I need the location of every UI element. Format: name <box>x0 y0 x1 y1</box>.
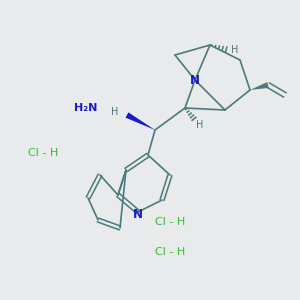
Polygon shape <box>250 82 269 90</box>
Polygon shape <box>126 112 155 130</box>
Text: H: H <box>111 107 119 117</box>
Text: Cl - H: Cl - H <box>155 247 185 257</box>
Text: Cl - H: Cl - H <box>28 148 58 158</box>
Text: N: N <box>190 74 200 86</box>
Text: H₂N: H₂N <box>74 103 97 113</box>
Text: Cl - H: Cl - H <box>155 217 185 227</box>
Text: H: H <box>231 45 239 55</box>
Text: N: N <box>133 208 143 220</box>
Text: H: H <box>196 120 204 130</box>
